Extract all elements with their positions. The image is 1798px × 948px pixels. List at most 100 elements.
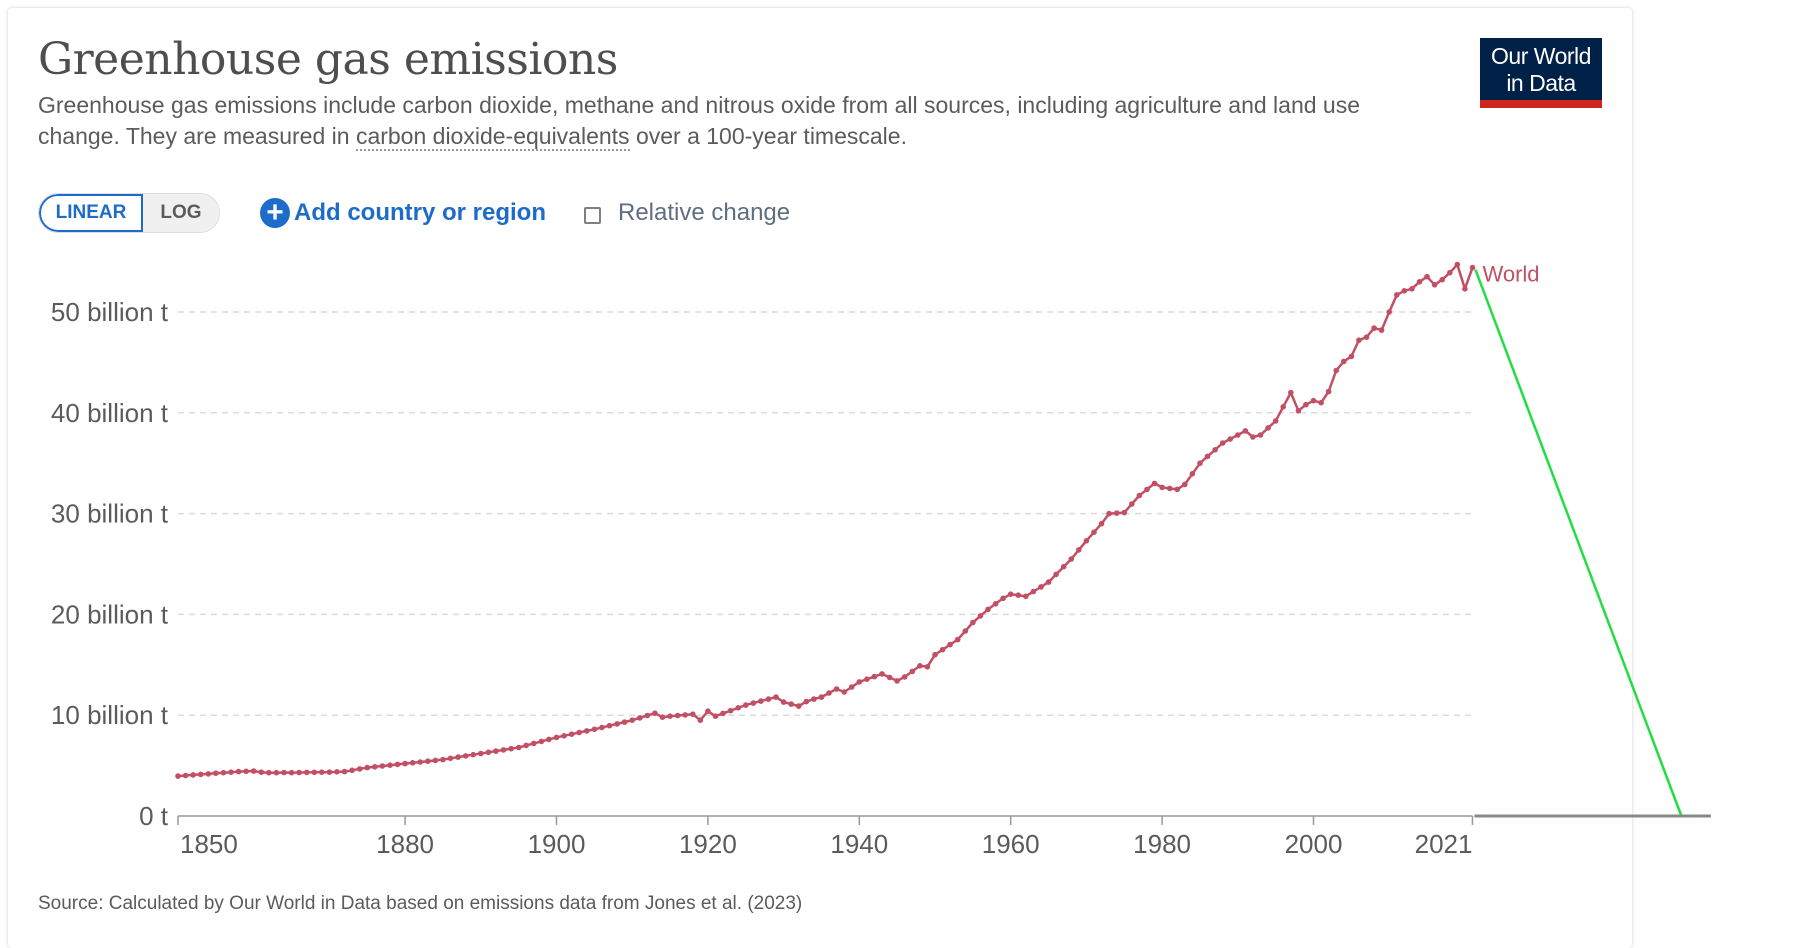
data-point [750, 700, 757, 706]
data-point [425, 758, 431, 764]
data-point [478, 750, 484, 757]
data-point [841, 689, 847, 695]
data-point [1174, 486, 1180, 493]
log-scale-button[interactable]: LOG [143, 194, 219, 232]
data-point [743, 702, 749, 708]
linear-scale-button[interactable]: LINEAR [39, 194, 143, 232]
logo-line-1: Our World [1491, 43, 1591, 69]
y-tick-label: 0 t [139, 801, 169, 831]
data-point [720, 710, 726, 717]
data-point [697, 717, 704, 723]
subtitle-text: Greenhouse gas emissions include carbon … [38, 92, 1360, 149]
data-point [538, 738, 545, 745]
data-point [1424, 273, 1430, 280]
data-point [606, 722, 613, 729]
data-point [175, 773, 181, 779]
data-point [947, 641, 953, 648]
x-tick-label: 1920 [679, 829, 737, 859]
plus-circle-icon: + [260, 198, 290, 228]
data-point [1000, 595, 1006, 602]
x-tick-label: 2000 [1285, 829, 1343, 859]
data-point [985, 606, 991, 613]
data-point [1356, 337, 1362, 344]
data-point [682, 712, 688, 718]
source-note: Source: Calculated by Our World in Data … [38, 893, 803, 914]
data-point [826, 690, 832, 696]
owid-logo[interactable]: Our World in Data [1480, 38, 1602, 108]
data-point [1189, 471, 1196, 477]
data-point [917, 663, 923, 669]
data-point [644, 712, 651, 719]
x-tick-label: 1850 [180, 829, 238, 859]
data-point [1469, 264, 1476, 271]
data-point [281, 769, 287, 776]
data-point [886, 674, 893, 681]
data-point [1394, 292, 1400, 298]
y-tick-label: 10 billion t [51, 700, 169, 730]
data-point [515, 744, 522, 751]
data-point [1235, 432, 1241, 438]
line-chart: 0 t 10 billion t 20 billion t 30 billion t 4… [51, 262, 1711, 859]
data-point [561, 733, 567, 739]
data-point [591, 726, 598, 733]
data-point [1212, 447, 1218, 453]
chart-card [8, 8, 1632, 948]
data-point [485, 749, 492, 756]
data-point [356, 766, 363, 772]
data-point [1242, 428, 1249, 434]
data-point [213, 770, 219, 776]
data-point [1303, 401, 1309, 408]
data-point [1219, 440, 1226, 446]
data-point [1310, 397, 1317, 404]
data-point [387, 762, 393, 768]
data-point [939, 646, 946, 653]
data-point [599, 724, 605, 731]
x-tick-label: 1980 [1133, 829, 1191, 859]
data-point [1045, 579, 1052, 585]
data-point [1166, 485, 1173, 492]
add-country-label: Add country or region [294, 199, 546, 226]
data-point [546, 736, 552, 743]
data-point [962, 628, 969, 634]
data-point [394, 761, 401, 768]
data-point [1227, 436, 1233, 442]
data-point [1023, 593, 1029, 600]
data-point [788, 701, 794, 707]
data-point [1401, 288, 1408, 294]
y-tick-label: 40 billion t [51, 398, 169, 428]
data-point [1113, 510, 1120, 516]
data-point [568, 731, 575, 737]
relative-change-toggle[interactable]: Relative change [584, 199, 790, 227]
data-point [1136, 492, 1143, 499]
series-line [177, 263, 1474, 778]
page-title: Greenhouse gas emissions [38, 34, 618, 85]
data-point [190, 772, 196, 778]
data-point [235, 768, 242, 775]
data-point [409, 760, 416, 766]
data-point [1106, 510, 1112, 517]
relative-change-checkbox[interactable] [584, 206, 601, 224]
data-point [1386, 309, 1392, 315]
add-country-button[interactable]: + Add country or region [260, 198, 546, 228]
data-point [1197, 460, 1203, 467]
data-point [795, 703, 802, 709]
data-point [576, 729, 582, 736]
data-point [1272, 418, 1279, 424]
x-tick-label: 1940 [830, 829, 888, 859]
data-point [341, 768, 348, 775]
data-point [833, 686, 840, 692]
scale-toggle: LINEAR LOG [38, 193, 220, 233]
data-point [909, 668, 916, 675]
x-tick-label: 2021 [1415, 829, 1473, 859]
data-point [652, 710, 658, 716]
x-axis: 1850 1880 1900 1920 1940 1960 1980 2000 2021 [177, 815, 1474, 859]
data-point [1318, 399, 1324, 406]
co2-equivalents-link[interactable]: carbon dioxide-equivalents [355, 123, 630, 151]
chart-subtitle: Greenhouse gas emissions include carbon … [38, 90, 1438, 152]
data-point [901, 674, 908, 680]
series-world[interactable]: World [175, 262, 1540, 779]
data-point [614, 721, 620, 727]
data-point [228, 769, 234, 775]
data-point [1439, 276, 1445, 283]
data-point [1098, 520, 1105, 527]
